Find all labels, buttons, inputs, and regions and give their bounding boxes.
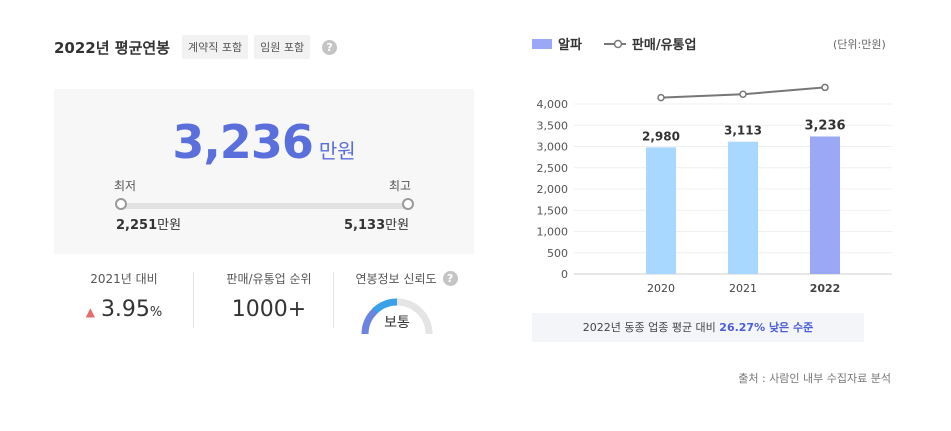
tag-contract: 계약직 포함 xyxy=(181,35,249,59)
y-tick-label: 500 xyxy=(547,247,568,260)
y-tick-label: 3,000 xyxy=(537,141,569,154)
source-text: 출처 : 사람인 내부 수집자료 분석 xyxy=(738,372,891,385)
legend-company: 알파 xyxy=(558,38,582,53)
bar-value-label: 3,236 xyxy=(804,118,845,133)
reliability-stat: 연봉정보 신뢰도 ? xyxy=(339,270,474,334)
x-tick-label: 2020 xyxy=(647,282,675,295)
salary-chart: 0 500 1,000 1,500 2,000 2,500 3,000 3,500 4,000 2… xyxy=(537,83,892,295)
rank-value: 1000+ xyxy=(231,297,307,322)
bar xyxy=(810,136,840,274)
average-salary-unit: 만원 xyxy=(318,139,356,163)
y-tick-label: 1,500 xyxy=(537,204,569,217)
min-label: 최저 xyxy=(114,179,137,193)
max-knob xyxy=(402,198,414,210)
yoy-label: 2021년 대비 xyxy=(90,272,158,286)
min-value-unit: 만원 xyxy=(157,218,182,233)
x-tick-label: 2021 xyxy=(729,282,757,295)
note-highlight: 26.27% 낮은 수준 xyxy=(719,321,814,334)
stats-row: 2021년 대비 ▲ 3.95% 판매/유통업 순위 1000+ 연봉정보 신뢰도… xyxy=(54,270,474,332)
salary-range-track xyxy=(121,203,408,209)
salary-panel: 3,236 만원 최저 최고 2,251만원 5,133만원 xyxy=(54,89,474,254)
max-label: 최고 xyxy=(389,179,412,193)
min-knob xyxy=(115,198,127,210)
reliability-label: 연봉정보 신뢰도 xyxy=(355,272,437,286)
page-title: 2022년 평균연봉 xyxy=(54,38,170,57)
rank-label: 판매/유통업 순위 xyxy=(226,272,312,286)
y-tick-label: 1,000 xyxy=(537,226,569,239)
legend-bar-swatch xyxy=(532,38,552,49)
industry-point xyxy=(739,90,747,98)
chart-legend: 알파 판매/유통업 xyxy=(532,34,696,53)
y-tick-label: 4,000 xyxy=(537,98,569,111)
max-value-unit: 만원 xyxy=(385,218,410,233)
reliability-gauge: 보통 xyxy=(327,294,447,335)
yoy-stat: 2021년 대비 ▲ 3.95% xyxy=(64,270,184,322)
divider xyxy=(193,272,194,328)
yoy-unit: % xyxy=(149,305,163,320)
x-tick-label: 2022 xyxy=(810,282,841,295)
reliability-label-row: 연봉정보 신뢰도 ? xyxy=(339,270,474,287)
gauge-start xyxy=(361,308,378,335)
bar xyxy=(728,141,758,274)
y-tick-label: 2,000 xyxy=(537,183,569,196)
up-arrow-icon: ▲ xyxy=(85,305,95,319)
yoy-value-row: ▲ 3.95% xyxy=(64,297,184,322)
legend-industry: 판매/유통업 xyxy=(631,38,697,53)
max-value: 5,133만원 xyxy=(344,214,409,233)
unit-note: (단위:만원) xyxy=(833,38,886,51)
tag-executive: 임원 포함 xyxy=(254,35,311,59)
industry-point xyxy=(657,93,665,102)
legend-line-swatch xyxy=(603,39,626,48)
y-tick-label: 0 xyxy=(561,268,568,281)
bar xyxy=(646,147,676,274)
bar-value-label: 3,113 xyxy=(724,124,762,138)
average-salary-value: 3,236 xyxy=(172,115,314,169)
gauge-fill xyxy=(371,298,398,315)
bar-value-label: 2,980 xyxy=(642,129,680,143)
reliability-value: 보통 xyxy=(384,315,410,331)
divider xyxy=(333,272,334,328)
help-icon[interactable]: ? xyxy=(322,39,338,55)
average-salary: 3,236 만원 xyxy=(54,115,474,169)
yoy-value: 3.95 xyxy=(100,297,150,322)
help-icon[interactable]: ? xyxy=(442,271,458,286)
title-row: 2022년 평균연봉 계약직 포함 임원 포함 ? xyxy=(54,34,338,60)
y-tick-label: 2,500 xyxy=(537,162,569,175)
note-text: 2022년 동종 업종 평균 대비 xyxy=(582,321,720,334)
min-value-number: 2,251 xyxy=(116,218,158,233)
comparison-note: 2022년 동종 업종 평균 대비 26.27% 낮은 수준 xyxy=(532,313,864,342)
rank-stat: 판매/유통업 순위 1000+ xyxy=(204,270,334,322)
min-value: 2,251만원 xyxy=(116,214,181,233)
y-tick-label: 3,500 xyxy=(537,119,569,132)
gauge-arc xyxy=(361,298,433,335)
max-value-number: 5,133 xyxy=(344,218,386,233)
industry-point xyxy=(821,83,829,92)
